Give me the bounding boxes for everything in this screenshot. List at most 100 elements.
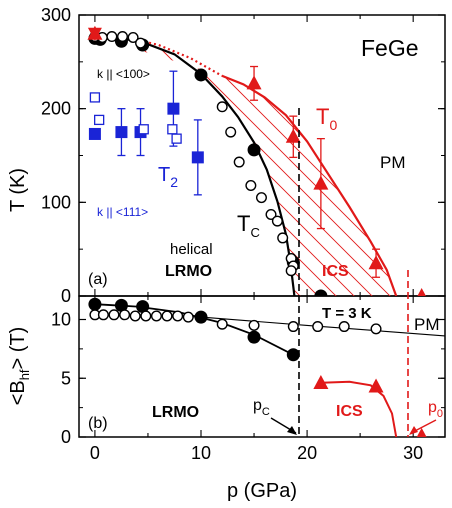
hatch-line [187,39,397,296]
y-tick-label: 200 [41,99,71,119]
p0-label: p0 [428,399,443,420]
hatch-line [205,39,397,296]
data-point [127,31,139,43]
data-point [94,114,105,126]
data-point [271,215,283,227]
data-point [129,310,141,322]
lrmo-label-b: LRMO [152,404,199,421]
pc-sub: C [262,406,270,418]
hatch-line [277,39,397,296]
data-point [87,27,102,41]
y-axis-label-b-sub: hf [17,369,32,380]
panel-b-frame [78,295,446,438]
temperature-label: T = 3 K [322,305,372,322]
data-point [368,378,384,393]
data-point [194,310,208,324]
data-point [116,31,128,43]
panel-b-ticks: 0 5 10 0 10 20 30 [51,296,445,463]
panel-a-label: (a) [88,271,108,288]
k111-label: k || <111> [97,205,148,219]
data-point [136,300,150,314]
data-point [216,101,228,113]
x-axis-label: p (GPa) [227,480,297,502]
p0-arrowhead [409,426,418,435]
y-tick-label: 100 [41,192,71,212]
data-point [255,192,267,204]
x-tick-label: 10 [191,443,211,463]
x-tick-label: 0 [90,443,100,463]
data-point [265,209,277,221]
data-point [194,68,208,82]
data-point [277,232,289,244]
p0-sub: 0 [437,408,443,420]
data-point [368,255,384,270]
hatch-line [115,39,377,296]
data-point [313,374,329,389]
data-point [119,309,131,321]
y-axis-label-b-end: > (T) [7,327,29,370]
data-point [140,310,152,322]
x-tick-label: 30 [403,443,423,463]
data-point [247,330,261,344]
hatch-line [223,39,397,296]
data-point [216,318,228,330]
pc-arrowhead [287,426,297,435]
lrmo-label-a: LRMO [165,263,212,280]
y-tick-label: 0 [61,427,71,447]
data-point [167,124,178,135]
hatch-line [241,39,397,296]
pm-label-a: PM [380,153,406,172]
helical-label: helical [170,241,213,258]
data-point [88,297,102,311]
y-tick-label: 300 [41,5,71,25]
data-point [106,31,118,43]
y-tick-label: 5 [61,368,71,388]
data-point [248,319,260,331]
data-point [182,311,194,323]
t2-label: T2 [158,164,178,190]
y-axis-label-a: T (K) [7,168,29,212]
k100-label: k || <100> [97,67,150,81]
data-point [138,124,149,135]
data-point [245,179,257,191]
y-tick-label: 0 [61,286,71,306]
data-point [285,265,297,277]
hatch-line [440,40,452,300]
data-point [150,310,162,322]
data-point [191,151,204,164]
x-tick-label: 20 [297,443,317,463]
data-point [225,126,237,138]
tc-sub: C [250,225,259,240]
data-point [312,321,324,333]
panel-b-label: (b) [88,415,108,432]
panel-b-points [88,297,427,437]
t0-sub: 0 [329,117,337,133]
data-point [247,143,261,157]
data-point [338,321,350,333]
y-tick-label: 10 [51,310,71,330]
hatch-line [422,40,452,300]
data-point [417,288,426,296]
data-point [167,102,180,115]
data-point [135,37,147,49]
panel-a-points [87,25,426,296]
data-point [370,323,382,335]
pc-label: pC [253,397,270,418]
data-point [416,427,427,437]
t0-label: T0 [316,104,337,133]
data-point [161,310,173,322]
data-point [287,321,299,333]
data-point [313,175,329,190]
data-point [97,309,109,321]
data-point [89,92,101,103]
data-point [285,128,301,143]
y-axis-label-b: <Bhf> (T) [7,327,32,406]
data-point [314,289,328,296]
data-point [246,75,262,90]
data-point [171,133,182,144]
hatch-line [94,39,287,296]
pm-label-b: PM [414,315,440,334]
t2-sub: 2 [170,174,178,190]
data-point [286,348,300,362]
